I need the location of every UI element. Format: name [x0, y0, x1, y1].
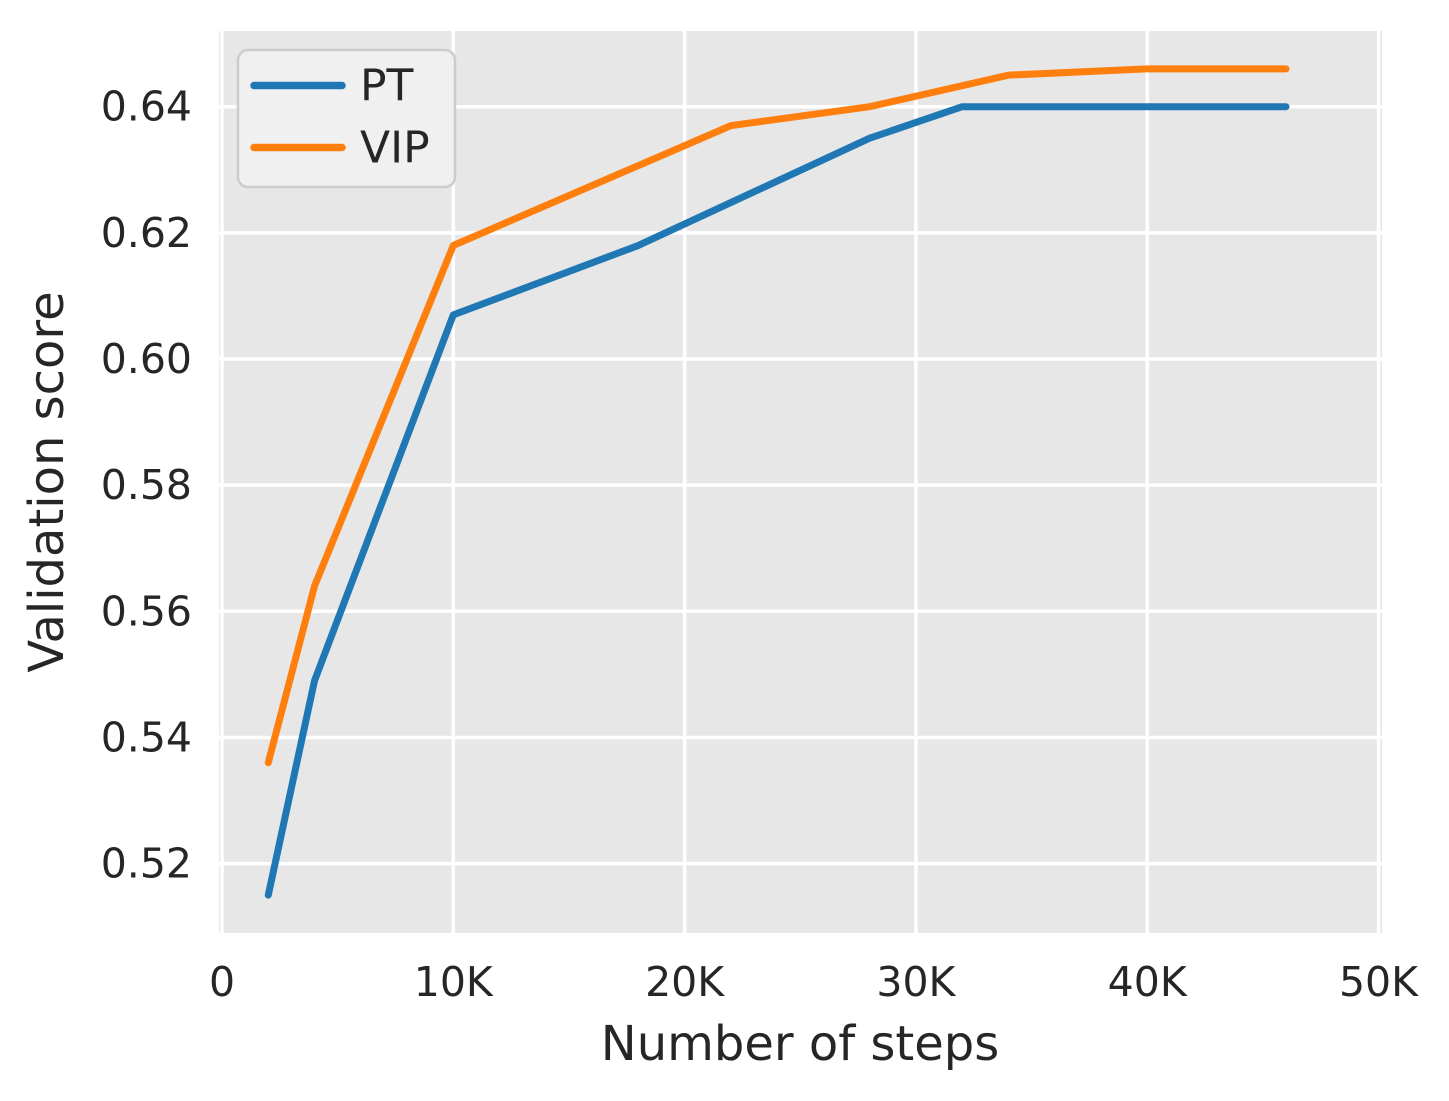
- vip-line: [264, 65, 1290, 767]
- x-tick-label: 10K: [414, 958, 494, 1006]
- pt-line: [264, 103, 1290, 899]
- y-tick-label: 0.52: [101, 840, 192, 888]
- legend-label-pt: PT: [360, 61, 414, 112]
- x-tick-label: 40K: [1108, 958, 1188, 1006]
- x-tick-label: 30K: [876, 958, 956, 1006]
- legend-label-vip: VIP: [360, 123, 430, 174]
- x-tick-label: 50K: [1339, 958, 1419, 1006]
- x-tick-label: 0: [209, 958, 235, 1006]
- y-tick-label: 0.58: [101, 461, 192, 509]
- y-axis-label: Validation score: [19, 291, 75, 673]
- y-tick-label: 0.56: [101, 587, 192, 635]
- y-tick-label: 0.62: [101, 209, 192, 257]
- x-tick-label: 20K: [645, 958, 725, 1006]
- y-tick-label: 0.54: [101, 713, 192, 761]
- y-tick-label: 0.60: [101, 335, 192, 383]
- x-axis-label: Number of steps: [600, 1016, 1000, 1072]
- y-tick-label: 0.64: [101, 83, 192, 131]
